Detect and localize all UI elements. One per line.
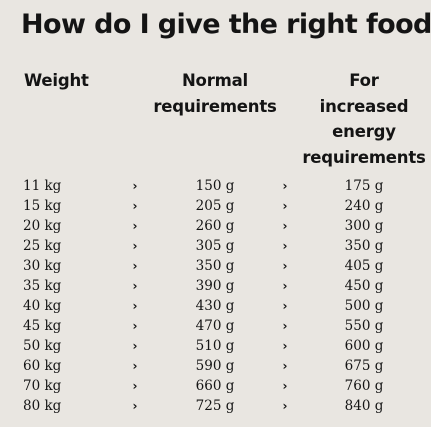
normal-amount-cell: 590 g [195,358,235,374]
normal-amount-cell: 510 g [195,338,235,354]
increased-amount-cell: 500 g [344,298,384,314]
arrow-right-icon: › [132,239,138,253]
arrow-right-icon: › [132,199,138,213]
normal-amount-cell: 470 g [195,318,235,334]
arrow-right-icon: › [282,379,288,393]
arrow-right-icon: › [282,239,288,253]
weight-cell: 50 kg [23,338,62,354]
arrow-right-icon: › [132,279,138,293]
column-header-line: requirements [153,96,277,116]
table-row: 50 kg › 510 g › 600 g [0,336,431,356]
normal-amount-cell: 660 g [195,378,235,394]
normal-amount-cell: 305 g [195,238,235,254]
arrow-right-icon: › [282,179,288,193]
arrow-right-icon: › [282,259,288,273]
weight-cell: 70 kg [23,378,62,394]
arrow-right-icon: › [282,399,288,413]
arrow-right-icon: › [132,359,138,373]
weight-cell: 30 kg [23,258,62,274]
table-row: 20 kg › 260 g › 300 g [0,216,431,236]
table-row: 11 kg › 150 g › 175 g [0,176,431,196]
table-row: 45 kg › 470 g › 550 g [0,316,431,336]
column-header-increased-requirements: For increased energy requirements [290,68,431,170]
weight-cell: 20 kg [23,218,62,234]
table-row: 15 kg › 205 g › 240 g [0,196,431,216]
arrow-right-icon: › [132,399,138,413]
increased-amount-cell: 175 g [344,178,384,194]
column-header-line: energy [332,122,396,141]
weight-cell: 45 kg [23,318,62,334]
arrow-right-icon: › [132,379,138,393]
arrow-right-icon: › [132,259,138,273]
normal-amount-cell: 725 g [195,398,235,414]
weight-cell: 40 kg [23,298,62,314]
increased-amount-cell: 840 g [344,398,384,414]
table-row: 25 kg › 305 g › 350 g [0,236,431,256]
increased-amount-cell: 675 g [344,358,384,374]
arrow-right-icon: › [282,299,288,313]
feeding-table: 11 kg › 150 g › 175 g 15 kg › 205 g › 24… [0,176,431,416]
weight-cell: 11 kg [23,178,62,194]
increased-amount-cell: 450 g [344,278,384,294]
page-title: How do I give the right food? [21,9,431,40]
normal-amount-cell: 150 g [195,178,235,194]
weight-cell: 15 kg [23,198,62,214]
weight-cell: 80 kg [23,398,62,414]
column-header-line: Normal [181,71,249,90]
increased-amount-cell: 405 g [344,258,384,274]
column-header-line: For [349,71,379,90]
table-row: 30 kg › 350 g › 405 g [0,256,431,276]
column-header-line: Weight [24,71,89,90]
arrow-right-icon: › [282,339,288,353]
column-header-line: requirements [302,147,426,167]
arrow-right-icon: › [282,279,288,293]
table-row: 70 kg › 660 g › 760 g [0,376,431,396]
increased-amount-cell: 300 g [344,218,384,234]
weight-cell: 25 kg [23,238,62,254]
arrow-right-icon: › [282,359,288,373]
increased-amount-cell: 600 g [344,338,384,354]
arrow-right-icon: › [282,199,288,213]
arrow-right-icon: › [132,339,138,353]
arrow-right-icon: › [132,299,138,313]
column-header-normal-requirements: Normal requirements [140,68,290,119]
table-row: 80 kg › 725 g › 840 g [0,396,431,416]
increased-amount-cell: 350 g [344,238,384,254]
normal-amount-cell: 260 g [195,218,235,234]
arrow-right-icon: › [282,219,288,233]
normal-amount-cell: 430 g [195,298,235,314]
increased-amount-cell: 550 g [344,318,384,334]
weight-cell: 35 kg [23,278,62,294]
increased-amount-cell: 760 g [344,378,384,394]
arrow-right-icon: › [132,219,138,233]
normal-amount-cell: 205 g [195,198,235,214]
column-header-weight: Weight [24,68,89,94]
increased-amount-cell: 240 g [344,198,384,214]
column-header-line: increased [319,96,409,116]
table-row: 35 kg › 390 g › 450 g [0,276,431,296]
arrow-right-icon: › [132,319,138,333]
normal-amount-cell: 390 g [195,278,235,294]
arrow-right-icon: › [132,179,138,193]
table-row: 60 kg › 590 g › 675 g [0,356,431,376]
arrow-right-icon: › [282,319,288,333]
table-row: 40 kg › 430 g › 500 g [0,296,431,316]
weight-cell: 60 kg [23,358,62,374]
normal-amount-cell: 350 g [195,258,235,274]
